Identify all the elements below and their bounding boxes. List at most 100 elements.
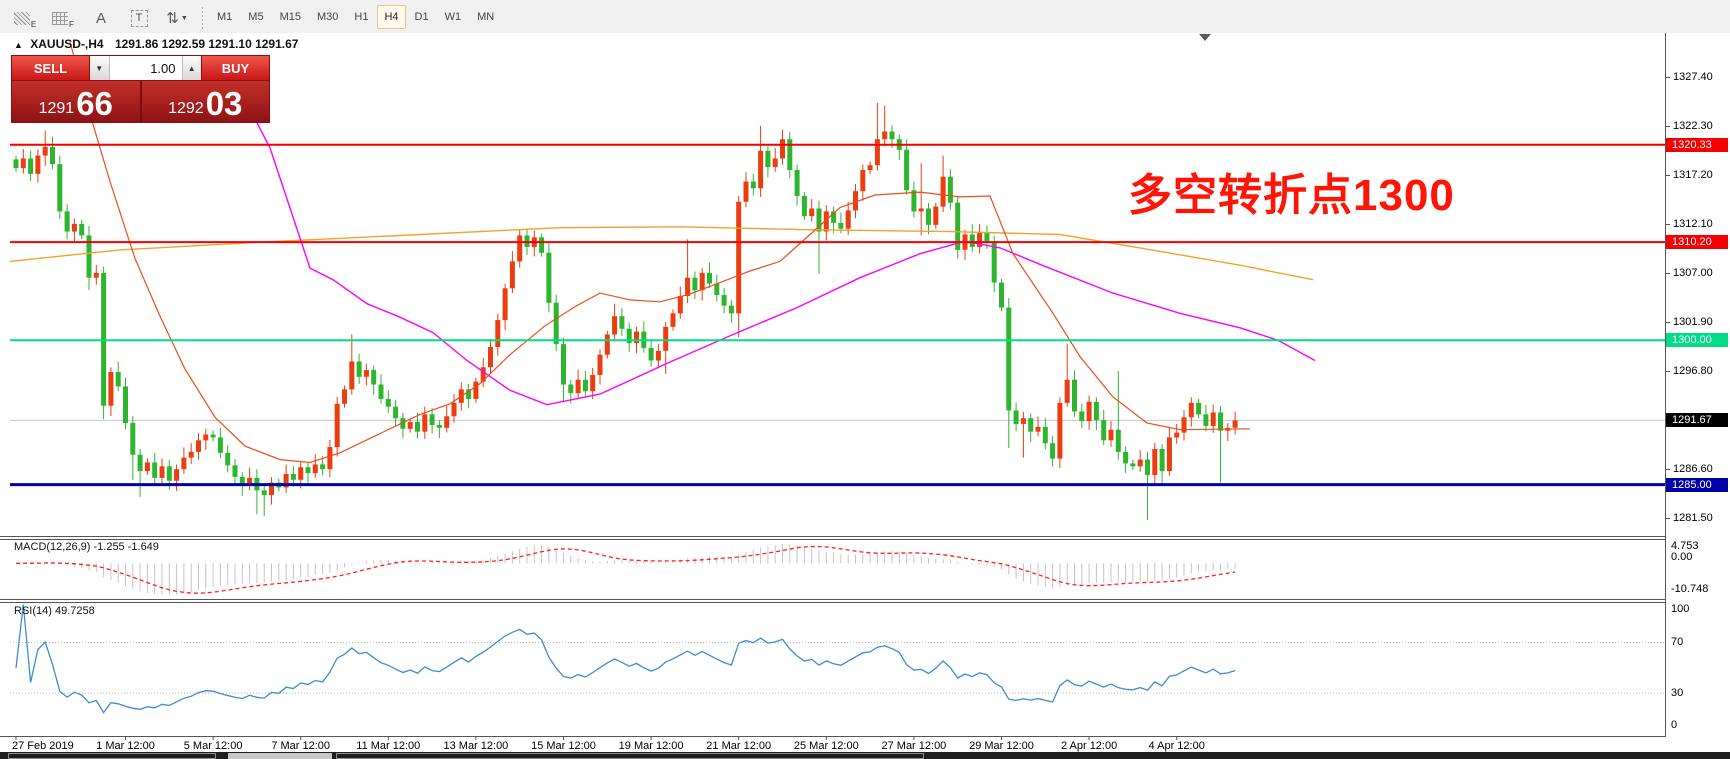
equidistant-channel-icon (13, 11, 30, 25)
timeframe-button-mn[interactable]: MN (477, 10, 495, 23)
indicator-scale-label: 70 (1671, 636, 1684, 648)
label-tool-icon: A (95, 9, 106, 27)
volume-input[interactable] (109, 56, 182, 80)
price-badge-1291.67: 1291.67 (1666, 413, 1728, 428)
chart-tab[interactable] (8, 753, 216, 759)
chart-tabs-strip (0, 752, 1730, 759)
timeframe-toolbar: M1 M5 M15 M30 H1 H4 D1 W1 MN (209, 4, 502, 29)
sell-button[interactable]: SELL (12, 56, 90, 80)
timeframe-button-m30[interactable]: M30 (316, 10, 339, 23)
date-tick-label: 2 Apr 12:00 (1061, 740, 1117, 752)
rsi-value: 49.7258 (54, 605, 95, 617)
chart-title: ▲ XAUUSD-,H4 1291.86 1292.59 1291.10 129… (14, 37, 298, 51)
axis-tick (1666, 223, 1670, 225)
buy-button[interactable]: BUY (201, 56, 269, 80)
axis-tick (1666, 469, 1670, 471)
date-tick-label: 15 Mar 12:00 (531, 740, 596, 752)
sell-price[interactable]: 1291 66 (12, 81, 142, 122)
chart-canvas[interactable]: 27 Feb 2019 1 Mar 12:00 5 Mar 12:00 7 Mar 1… (0, 33, 1666, 759)
chart-tab[interactable] (336, 753, 924, 759)
indicator-scale-label: 4.753 (1671, 540, 1699, 552)
price-tick-label: 1281.50 (1673, 512, 1713, 525)
price-badge-1310.20: 1310.20 (1666, 235, 1728, 250)
date-tick-label: 19 Mar 12:00 (619, 740, 684, 752)
axis-tick (1666, 76, 1670, 78)
toolbar-separator (202, 4, 203, 29)
one-click-trade-panel: SELL ▼ ▲ BUY 1291 66 1292 03 (11, 55, 270, 123)
timeframe-button-m5[interactable]: M5 (248, 10, 264, 23)
timeframe-button-m1[interactable]: M1 (217, 10, 233, 23)
text-tool-icon[interactable]: T (122, 3, 156, 31)
date-tick-label: 27 Mar 12:00 (881, 740, 946, 752)
moving-averages-group (10, 41, 1316, 464)
buy-price-prefix: 1292 (168, 100, 204, 117)
indicator-scale-label: 30 (1671, 687, 1684, 699)
fibo-grid-icon[interactable]: F (46, 3, 80, 31)
candles-group (13, 103, 1238, 521)
text-tool-icon: T (130, 9, 148, 27)
ohlc-values: 1291.86 1292.59 1291.10 1291.67 (114, 37, 299, 51)
price-badge-1320.33: 1320.33 (1666, 137, 1728, 152)
arrows-tool-icon[interactable]: ⇅ ▼ (160, 3, 194, 31)
date-tick-label: 5 Mar 12:00 (184, 740, 243, 752)
sell-price-prefix: 1291 (38, 100, 75, 117)
date-tick-label: 21 Mar 12:00 (706, 740, 771, 752)
indicator-scale-label: -10.748 (1671, 583, 1709, 595)
chart-shift-marker-icon[interactable] (1199, 34, 1211, 41)
price-tick-label: 1296.80 (1673, 365, 1713, 378)
date-tick-label: 27 Feb 2019 (12, 740, 74, 752)
axis-tick (1666, 371, 1670, 373)
sell-price-big: 66 (76, 85, 113, 122)
toolbar: E F A T ⇅ ▼ M1 M5 M15 M30 H1 H4 D1 W1 MN (0, 0, 1730, 34)
date-tick-label: 7 Mar 12:00 (271, 740, 330, 752)
axis-tick (1666, 322, 1670, 323)
indicator-scale-label: 0 (1671, 719, 1678, 731)
date-tick-label: 11 Mar 12:00 (356, 740, 420, 752)
timeframe-button-h4[interactable]: H4 (377, 4, 406, 29)
timeframe-button-d1[interactable]: D1 (414, 10, 429, 23)
axis-tick (1666, 518, 1670, 520)
timeframe-button-w1[interactable]: W1 (444, 10, 462, 23)
buy-price[interactable]: 1292 03 (141, 81, 269, 122)
axis-tick (1666, 272, 1670, 274)
date-tick-label: 13 Mar 12:00 (443, 740, 508, 752)
price-badge-1300.00: 1300.00 (1666, 333, 1728, 348)
date-tick-label: 29 Mar 12:00 (969, 740, 1034, 752)
chart-text-annotation[interactable]: 多空转折点1300 (1128, 171, 1455, 220)
price-badge-1285.00: 1285.00 (1666, 477, 1728, 492)
collapse-marker-icon[interactable]: ▲ (14, 40, 23, 50)
dropdown-caret-icon[interactable]: ▼ (180, 14, 188, 22)
price-tick-label: 1312.10 (1673, 217, 1713, 230)
indicator-scale-label: 0.00 (1671, 551, 1693, 563)
price-tick-label: 1286.60 (1673, 463, 1713, 476)
rsi-label: RSI(14) 49.7258 (14, 605, 95, 617)
rsi-group (10, 604, 1665, 714)
drawing-toolbar: E F A T ⇅ ▼ (6, 3, 196, 31)
chart-tab[interactable] (228, 753, 332, 759)
timeframe-button-h1[interactable]: H1 (354, 10, 369, 23)
macd-values: -1.255 -1.649 (93, 541, 159, 553)
indicator-scale-label: 100 (1671, 603, 1690, 615)
trade-panel-row: SELL ▼ ▲ BUY (12, 56, 269, 80)
date-tick-label: 1 Mar 12:00 (96, 740, 155, 752)
price-tick-label: 1317.20 (1673, 168, 1713, 181)
symbol-period-label: XAUUSD-,H4 (30, 37, 104, 51)
label-tool-icon[interactable]: A (84, 3, 118, 31)
axis-tick (1666, 174, 1670, 176)
date-tick-label: 25 Mar 12:00 (794, 740, 859, 752)
arrows-tool-icon: ⇅ (166, 9, 179, 27)
volume-increase-button[interactable]: ▲ (181, 56, 201, 80)
axis-tick (1666, 125, 1670, 127)
macd-group (15, 544, 1236, 595)
price-tick-label: 1322.30 (1673, 119, 1713, 132)
fibo-grid-icon (52, 11, 69, 25)
price-tick-label: 1327.40 (1673, 70, 1713, 83)
timeframe-button-m15[interactable]: M15 (279, 10, 301, 23)
trade-prices-row: 1291 66 1292 03 (12, 80, 269, 122)
price-axis[interactable]: 1327.40 1322.30 1317.20 1312.10 1307.00 1301.… (1666, 33, 1730, 752)
equidistant-channel-icon[interactable]: E (8, 3, 42, 31)
price-tick-label: 1307.00 (1673, 266, 1713, 279)
price-tick-label: 1301.90 (1673, 316, 1713, 328)
volume-decrease-button[interactable]: ▼ (90, 56, 110, 80)
